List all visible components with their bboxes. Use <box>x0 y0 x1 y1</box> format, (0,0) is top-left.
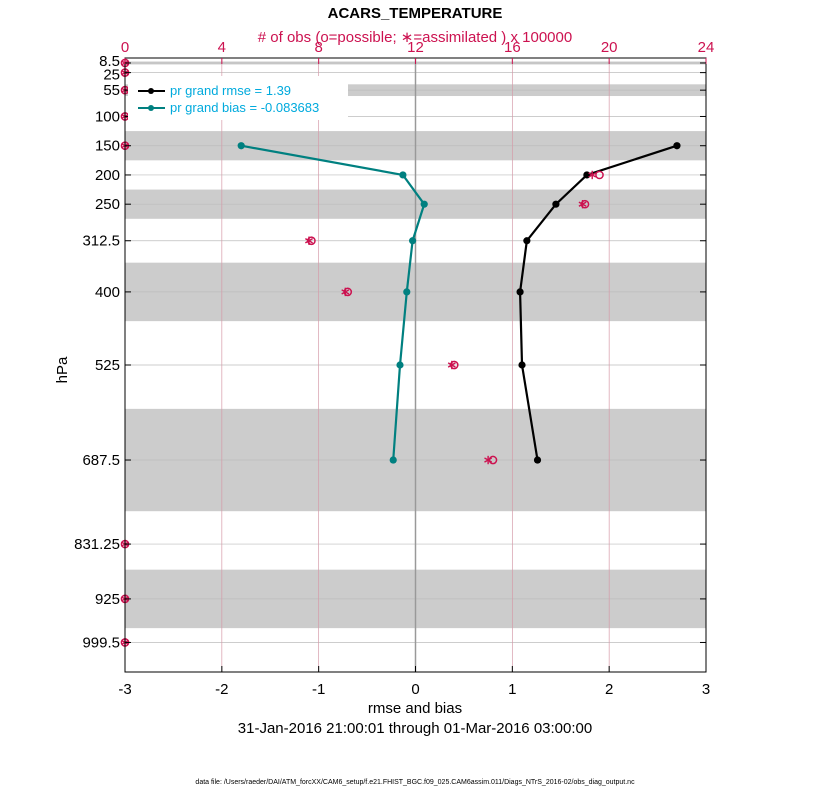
data-file-footer: data file: /Users/raeder/DAI/ATM_forcXX/… <box>195 779 635 786</box>
series-lines <box>237 142 681 464</box>
bias-point <box>403 288 411 296</box>
rmse-point <box>673 142 681 150</box>
obs-possible-marker <box>595 170 604 180</box>
bottom-x-tick-label: 3 <box>702 681 710 698</box>
top-x-tick-label: 16 <box>504 39 521 56</box>
legend-box <box>128 76 348 120</box>
top-x-tick-label: 8 <box>314 39 322 56</box>
bias-point <box>389 456 397 464</box>
legend-rmse-marker <box>148 88 154 94</box>
obs-assimilated-marker <box>578 201 587 207</box>
legend-bias-label: pr grand bias = -0.083683 <box>170 100 319 115</box>
obs-assimilated-marker <box>304 238 313 244</box>
y-tick-label: 831.25 <box>74 536 120 553</box>
rmse-point <box>523 237 531 245</box>
y-tick-label: 150 <box>95 138 120 155</box>
legend-rmse-label: pr grand rmse = 1.39 <box>170 83 291 98</box>
y-tick-label: 400 <box>95 284 120 301</box>
y-tick-label: 525 <box>95 357 120 374</box>
bias-point <box>408 237 417 245</box>
rmse-point <box>516 288 524 296</box>
y-tick-label: 925 <box>95 591 120 608</box>
bias-point <box>399 171 407 179</box>
axis-ticks: -3 -2 -1 0 1 2 30 4 8 12 16 20 248.52555100150200250… <box>74 39 714 698</box>
y-tick-label: 200 <box>95 167 120 184</box>
bias-point <box>420 200 428 208</box>
obs-assimilated-marker <box>447 362 456 368</box>
top-x-tick-label: 4 <box>218 39 226 56</box>
x-axis-label: rmse and bias <box>368 700 462 717</box>
legend-bias-marker <box>148 105 154 111</box>
y-tick-label: 25 <box>103 67 120 84</box>
obs-assimilated-marker <box>341 289 350 295</box>
y-tick-label: 250 <box>95 196 120 213</box>
bottom-x-tick-label: -3 <box>118 681 131 698</box>
y-tick-label: 687.5 <box>82 452 120 469</box>
top-x-tick-label: 0 <box>121 39 129 56</box>
rmse-point <box>518 361 526 369</box>
bottom-x-tick-label: 0 <box>411 681 419 698</box>
y-axis-label: hPa <box>54 356 71 383</box>
legend: pr grand rmse = 1.39 pr grand bias = -0.… <box>128 76 348 120</box>
y-tick-label: 312.5 <box>82 233 120 250</box>
chart-title: ACARS_TEMPERATURE <box>328 5 503 22</box>
top-x-tick-label: 12 <box>407 39 424 56</box>
date-range-label: 31-Jan-2016 21:00:01 through 01-Mar-2016… <box>238 720 592 737</box>
bottom-x-tick-label: 1 <box>508 681 516 698</box>
obs-assimilated-marker <box>588 172 597 178</box>
bottom-x-tick-label: -1 <box>312 681 325 698</box>
obs-assimilated-marker <box>484 457 493 463</box>
bottom-x-tick-label: 2 <box>605 681 613 698</box>
rmse-point <box>533 456 542 464</box>
y-tick-label: 999.5 <box>82 634 120 651</box>
y-tick-label: 100 <box>95 108 120 125</box>
top-x-tick-label: 24 <box>698 39 715 56</box>
rmse-point <box>552 200 560 208</box>
bias-point <box>237 142 245 150</box>
top-x-tick-label: 20 <box>601 39 618 56</box>
bottom-x-tick-label: -2 <box>215 681 228 698</box>
top-axis-label: # of obs (o=possible; ∗=assimilated ) x … <box>258 29 572 46</box>
bias-point <box>396 361 404 369</box>
y-tick-label: 8.5 <box>99 53 120 70</box>
y-tick-label: 55 <box>103 82 120 99</box>
rmse-point <box>583 171 591 179</box>
